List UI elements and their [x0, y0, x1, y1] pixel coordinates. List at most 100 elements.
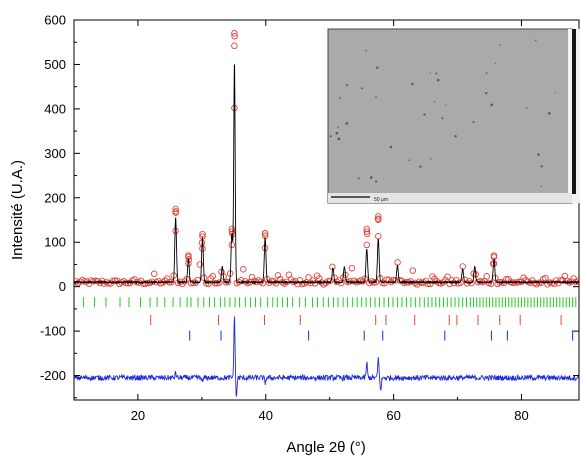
observed-point [196, 261, 204, 268]
observed-point [266, 279, 273, 286]
micrograph-speck [429, 72, 431, 74]
observed-point [550, 280, 558, 287]
micrograph-speck [441, 117, 444, 120]
micrograph-speck [329, 135, 332, 138]
observed-point [216, 279, 223, 286]
micrograph-speck [436, 78, 440, 82]
calculated-profile-line [74, 63, 579, 285]
micrograph-speck [537, 153, 540, 156]
y-axis-title: Intensité (U.A.) [9, 160, 26, 260]
observed-point [150, 270, 158, 278]
micrograph-speck [525, 107, 528, 110]
y-tick-label: -100 [40, 324, 66, 339]
observed-point [163, 275, 171, 282]
x-tick-label: 20 [131, 408, 145, 423]
observed-point [209, 273, 217, 280]
micrograph-speck [535, 39, 537, 42]
observed-point [261, 230, 269, 237]
observed-point [444, 273, 451, 280]
micrograph-speck [454, 135, 457, 138]
micrograph-speck [495, 62, 497, 65]
y-tick-label: 500 [44, 57, 66, 72]
observed-point [483, 273, 490, 280]
axes: 20 40 60 80 600 500 400 300 200 100 0 -100 -200 [40, 13, 579, 423]
observed-point [231, 42, 238, 50]
observed-point [261, 244, 269, 252]
observed-point [272, 279, 280, 287]
observed-point [363, 225, 371, 233]
x-tick-label: 60 [386, 408, 400, 423]
micrograph-speck [429, 158, 432, 160]
micrograph-speck [337, 126, 339, 129]
observed-point [557, 276, 564, 284]
observed-point [424, 280, 432, 288]
micrograph-speck [554, 92, 556, 94]
observed-point [392, 277, 399, 284]
y-tick-label: 300 [44, 146, 66, 161]
scale-bar-label: 50 µm [374, 197, 388, 203]
micrograph-speck [375, 180, 378, 183]
observed-point [409, 267, 417, 274]
micrograph-speck [339, 97, 342, 99]
y-tick-label: 200 [44, 190, 66, 205]
series-group [74, 30, 579, 397]
observed-point [463, 280, 471, 287]
observed-point [231, 32, 238, 40]
observed-point [542, 274, 549, 282]
observed-point [228, 225, 236, 233]
micrograph-speck [485, 72, 488, 74]
micrograph-speck [433, 101, 436, 103]
micrograph-speck [485, 92, 488, 95]
micrograph-speck [540, 165, 543, 168]
micrograph-speck [337, 137, 341, 141]
observed-point [442, 276, 449, 284]
x-tick-label: 80 [514, 408, 528, 423]
observed-point [363, 230, 371, 238]
observed-point [140, 280, 147, 287]
micrograph-speck [472, 120, 475, 124]
observed-point [305, 274, 312, 281]
observed-point [348, 264, 356, 272]
micrograph-speck [411, 82, 414, 86]
micrograph-speck [376, 66, 379, 69]
observed-point [172, 227, 179, 235]
observed-point [240, 266, 247, 273]
observed-point [375, 232, 382, 240]
observed-point [113, 277, 121, 284]
observed-point [172, 209, 179, 216]
y-tick-label: 100 [44, 235, 66, 250]
observed-point [111, 277, 119, 284]
micrograph-greyscale-bar [572, 29, 576, 194]
micrograph-speck [365, 49, 367, 52]
y-tick-label: 0 [59, 279, 66, 294]
micrograph-speck [419, 165, 422, 168]
observed-point [199, 230, 206, 238]
micrograph-info-bar [328, 193, 572, 203]
observed-point [172, 205, 179, 213]
observed-point [375, 216, 382, 223]
micrograph-speck [547, 112, 551, 115]
micrograph-speck [345, 122, 349, 125]
y-tick-label: -200 [40, 368, 66, 383]
observed-point [363, 241, 371, 249]
y-tick-label: 400 [44, 101, 66, 116]
observed-point [248, 273, 256, 281]
y-tick-label: 600 [44, 13, 66, 28]
micrograph-speck [389, 145, 393, 149]
observed-point [205, 280, 212, 288]
micrograph-speck [335, 131, 339, 135]
micrograph-image [327, 28, 573, 204]
x-axis-title: Angle 2θ (°) [286, 439, 365, 456]
reflection-markers [83, 297, 577, 341]
observed-point [296, 277, 304, 284]
micrograph-speck [369, 176, 373, 179]
plot-frame [73, 19, 580, 401]
observed-point [228, 241, 236, 249]
micrograph-speck [498, 44, 501, 46]
observed-point [337, 279, 345, 287]
micrograph-speck [540, 185, 542, 188]
micrograph-speck [345, 84, 348, 87]
micrograph-speck [360, 87, 363, 90]
observed-point [231, 30, 238, 37]
